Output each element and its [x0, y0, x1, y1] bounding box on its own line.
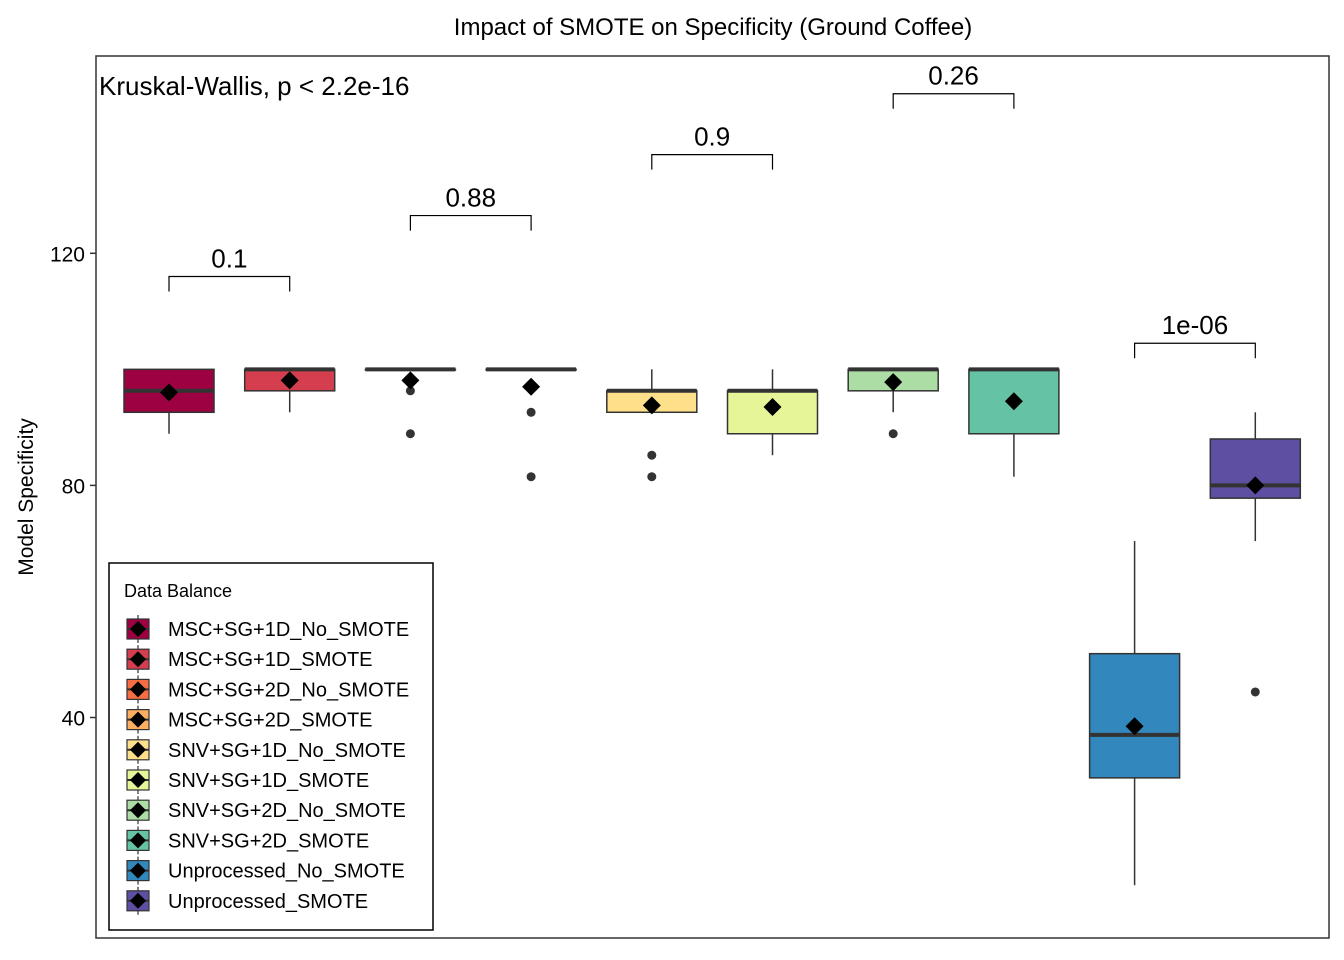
legend-item: MSC+SG+2D_No_SMOTE	[126, 675, 409, 704]
legend-frame	[108, 562, 434, 931]
legend-item-label: SNV+SG+1D_No_SMOTE	[168, 740, 406, 762]
y-tick-label: 80	[62, 475, 85, 498]
outlier-point	[1250, 687, 1260, 697]
legend-item-label: MSC+SG+2D_SMOTE	[168, 710, 373, 732]
mean-marker	[1004, 392, 1023, 411]
mean-marker	[522, 377, 541, 396]
comparison-bracket: 0.9	[651, 122, 774, 170]
chart-title: Impact of SMOTE on Specificity (Ground C…	[454, 14, 972, 41]
bracket-line	[651, 154, 774, 170]
legend-item-label: SNV+SG+2D_SMOTE	[168, 830, 369, 852]
mean-marker	[280, 371, 299, 390]
legend-item-label: MSC+SG+2D_No_SMOTE	[168, 679, 409, 701]
p-value-label: 0.26	[928, 61, 979, 91]
legend-key-mean-marker	[130, 621, 146, 637]
legend-item-label: MSC+SG+1D_SMOTE	[168, 649, 373, 671]
box-group	[847, 367, 939, 439]
legend-item: Unprocessed_SMOTE	[126, 886, 368, 915]
legend-item: MSC+SG+1D_No_SMOTE	[126, 615, 409, 643]
comparison-bracket: 0.1	[168, 244, 291, 292]
box-group	[485, 367, 577, 482]
legend-item-label: SNV+SG+1D_SMOTE	[168, 770, 369, 792]
comparison-bracket: 0.26	[892, 61, 1015, 109]
legend-key-mean-marker	[130, 772, 146, 788]
mean-marker	[1125, 717, 1144, 736]
comparison-bracket: 1e-06	[1134, 310, 1256, 359]
bracket-line	[168, 275, 291, 292]
bracket-line	[892, 93, 1015, 109]
legend-item: SNV+SG+2D_No_SMOTE	[126, 796, 406, 825]
pairwise-comparisons: 0.1 0.88 0.9 0.26 1e-06	[168, 61, 1256, 359]
legend-key-mean-marker	[130, 892, 146, 909]
box-group	[243, 367, 336, 413]
box-group	[1088, 541, 1181, 886]
outlier-point	[526, 407, 536, 417]
p-value-label: 0.1	[211, 244, 247, 274]
legend-item-label: Unprocessed_No_SMOTE	[168, 861, 405, 883]
box-group	[123, 368, 215, 434]
mean-marker	[642, 396, 661, 415]
outlier-point	[405, 386, 415, 396]
legend-item: Unprocessed_No_SMOTE	[126, 856, 405, 885]
box-group	[606, 369, 698, 482]
outlier-point	[647, 450, 657, 460]
box-plots	[123, 367, 1302, 886]
y-axis: 40 80 120	[50, 243, 96, 731]
p-value-label: 0.88	[445, 183, 496, 213]
p-value-label: 0.9	[694, 122, 730, 152]
legend-item: MSC+SG+1D_SMOTE	[126, 645, 373, 674]
y-tick-label: 120	[50, 243, 85, 266]
legend-key-mean-marker	[130, 711, 146, 728]
y-axis-label: Model Specificity	[15, 418, 38, 576]
legend-key-mean-marker	[130, 681, 146, 698]
plot-panel	[95, 55, 1330, 939]
box-group	[968, 367, 1060, 477]
outlier-point	[888, 429, 898, 439]
legend-item-label: MSC+SG+1D_No_SMOTE	[168, 619, 409, 641]
legend-item-label: SNV+SG+2D_No_SMOTE	[168, 800, 406, 822]
legend-item: SNV+SG+1D_SMOTE	[126, 766, 369, 794]
mean-marker	[884, 373, 903, 392]
bracket-line	[409, 214, 532, 231]
legend-key-mean-marker	[130, 832, 146, 849]
legend-key-mean-marker	[130, 802, 146, 819]
kruskal-wallis-annotation: Kruskal-Wallis, p < 2.2e-16	[99, 71, 409, 101]
legend-items: MSC+SG+1D_No_SMOTE MSC+SG+1D_SMOTE MSC+SG+…	[126, 615, 409, 915]
bracket-line	[1134, 342, 1256, 359]
legend-item: SNV+SG+2D_SMOTE	[126, 826, 369, 855]
mean-marker	[160, 383, 178, 402]
mean-marker	[1246, 476, 1265, 495]
outlier-point	[647, 472, 657, 482]
legend-item-label: Unprocessed_SMOTE	[168, 891, 368, 913]
legend-title: Data Balance	[124, 581, 232, 601]
p-value-label: 1e-06	[1162, 310, 1229, 340]
box-group	[1209, 412, 1302, 697]
legend-item: MSC+SG+2D_SMOTE	[126, 705, 373, 734]
outlier-point	[405, 429, 415, 439]
comparison-bracket: 0.88	[409, 183, 532, 231]
legend-key-mean-marker	[130, 741, 146, 758]
mean-marker	[763, 398, 782, 417]
box-group	[364, 367, 457, 439]
legend-key-mean-marker	[130, 651, 146, 668]
box-group	[726, 369, 819, 456]
box-iqr	[1088, 652, 1181, 779]
outlier-point	[526, 472, 536, 482]
mean-marker	[401, 371, 420, 390]
y-tick-label: 40	[62, 708, 85, 731]
legend-item: SNV+SG+1D_No_SMOTE	[126, 735, 406, 764]
legend-key-mean-marker	[130, 862, 146, 879]
legend: Data Balance MSC+SG+1D_No_SMOTEMSC+SG+1D…	[108, 562, 434, 931]
